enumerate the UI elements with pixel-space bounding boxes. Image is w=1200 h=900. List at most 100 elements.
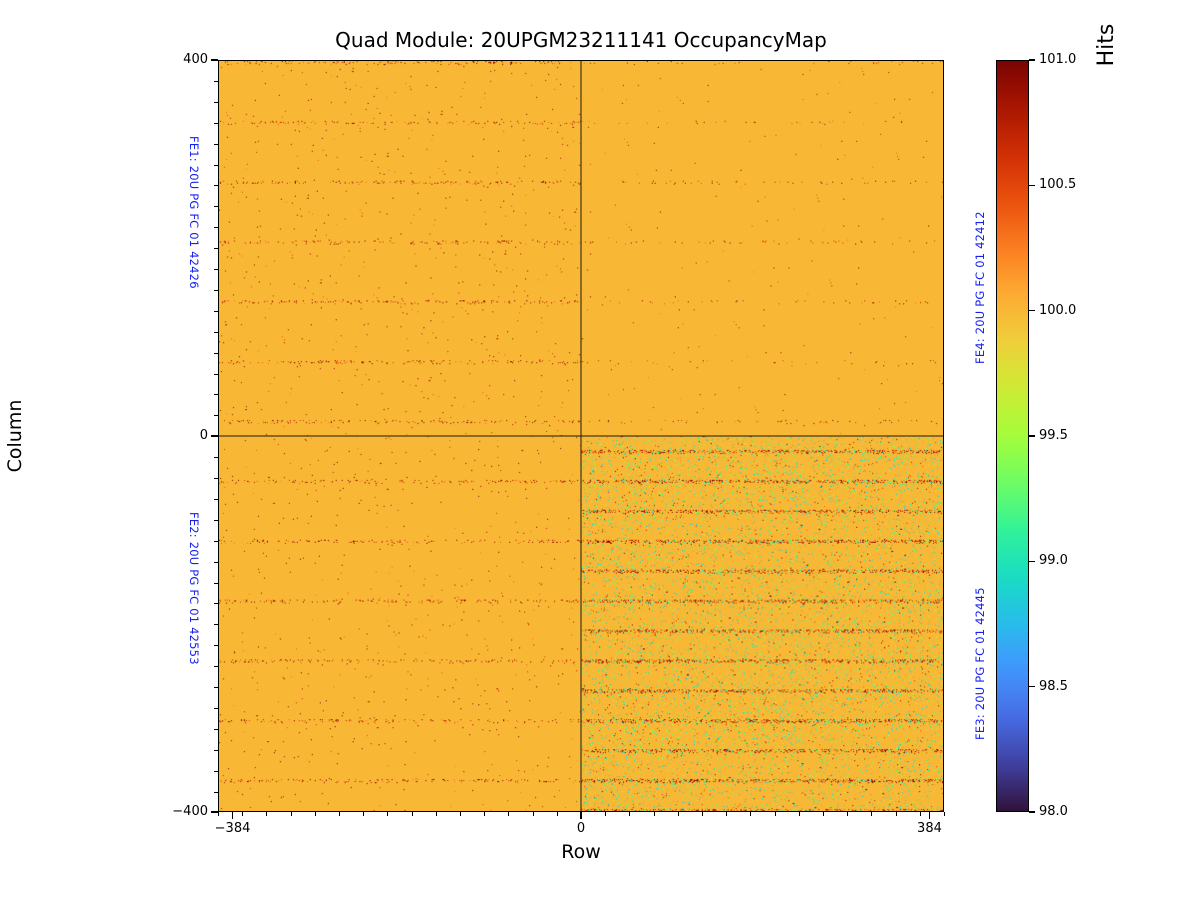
y-axis-minor-tick xyxy=(214,206,218,208)
y-axis-minor-tick xyxy=(214,122,218,124)
y-axis-minor-tick xyxy=(214,582,218,584)
colorbar-gradient xyxy=(996,60,1029,812)
colorbar-tick-label: 100.0 xyxy=(1039,302,1077,318)
y-axis-minor-tick xyxy=(214,791,218,793)
y-axis-minor-tick xyxy=(214,331,218,333)
colorbar-tick xyxy=(1029,435,1035,437)
y-axis-minor-tick xyxy=(214,666,218,668)
colorbar-label: Hits xyxy=(1094,23,1119,67)
x-axis-minor-tick xyxy=(702,812,703,816)
x-axis-minor-tick xyxy=(944,812,945,816)
y-axis-minor-tick xyxy=(214,707,218,709)
y-axis-minor-tick xyxy=(214,185,218,187)
colorbar-tick xyxy=(1029,560,1035,562)
y-axis-minor-tick xyxy=(214,248,218,250)
colorbar-tick xyxy=(1029,310,1035,312)
colorbar[interactable]: 101.0 100.5 100.0 99.5 99.0 98.5 98.0 xyxy=(996,53,1076,819)
y-axis-minor-tick xyxy=(214,645,218,647)
x-axis-minor-tick xyxy=(581,812,582,816)
y-axis-minor-tick xyxy=(214,519,218,521)
y-axis-minor-tick xyxy=(214,101,218,103)
y-axis-minor-tick xyxy=(214,415,218,417)
y-axis-minor-tick xyxy=(214,164,218,166)
y-axis-minor-tick xyxy=(214,227,218,229)
x-axis-minor-tick xyxy=(798,812,800,816)
quadrant-divider-horizontal xyxy=(219,435,943,437)
y-axis-minor-tick xyxy=(214,561,218,563)
x-axis-minor-tick xyxy=(290,812,292,816)
x-axis-minor-tick xyxy=(363,812,365,816)
x-axis-tick-label: 384 xyxy=(917,821,942,836)
x-axis-minor-tick xyxy=(339,812,340,816)
y-axis-minor-tick xyxy=(214,624,218,626)
y-axis-tick-label: 0 xyxy=(199,428,208,443)
colorbar-tick-label: 98.0 xyxy=(1039,804,1068,819)
x-axis-minor-tick xyxy=(847,812,849,816)
y-axis-minor-tick xyxy=(214,289,218,291)
page-title: Quad Module: 20UPGM23211141 OccupancyMap xyxy=(335,28,827,52)
x-axis-minor-tick xyxy=(919,812,921,816)
y-axis-minor-tick xyxy=(214,728,218,730)
y-axis-tick-label: −400 xyxy=(172,804,208,819)
y-axis-minor-tick xyxy=(214,394,218,396)
y-axis-tick xyxy=(211,811,218,813)
colorbar-tick xyxy=(1029,811,1035,813)
x-axis-minor-tick xyxy=(460,812,461,816)
x-axis-minor-tick xyxy=(242,812,244,816)
frontend-label-fe1: FE1: 20U PG FC 01 42426 xyxy=(187,136,201,289)
x-axis-tick xyxy=(928,812,931,819)
colorbar-tick-label: 99.0 xyxy=(1039,553,1068,569)
frontend-label-fe3: FE3: 20U PG FC 01 42445 xyxy=(973,587,987,740)
x-axis-minor-tick xyxy=(871,812,873,816)
x-axis-minor-tick xyxy=(823,812,824,816)
y-axis-label: Column xyxy=(4,399,26,473)
x-axis-minor-tick xyxy=(314,812,316,816)
x-axis-minor-tick xyxy=(750,812,752,816)
heatmap-plot-area[interactable] xyxy=(218,60,944,812)
y-axis-minor-tick xyxy=(214,80,218,82)
x-axis-minor-tick xyxy=(411,812,413,816)
colorbar-tick-label: 100.5 xyxy=(1039,177,1077,193)
x-axis-minor-tick xyxy=(484,812,486,816)
x-axis-minor-tick xyxy=(556,812,558,816)
x-axis-minor-tick xyxy=(532,812,534,816)
x-axis-minor-tick xyxy=(508,812,510,816)
y-axis-minor-tick xyxy=(214,498,218,500)
colorbar-tick xyxy=(1029,184,1035,186)
x-axis-minor-tick xyxy=(435,812,437,816)
x-axis-minor-tick xyxy=(218,812,219,816)
y-axis-tick xyxy=(211,59,218,61)
y-axis-minor-tick xyxy=(214,812,218,814)
x-axis-tick-label: 0 xyxy=(576,821,586,836)
y-axis-minor-tick xyxy=(214,457,218,459)
x-axis-tick-label: −384 xyxy=(214,821,251,836)
y-axis-minor-tick xyxy=(214,436,218,438)
x-axis-minor-tick xyxy=(266,812,268,816)
x-axis-minor-tick xyxy=(629,812,631,816)
x-axis-label: Row xyxy=(561,841,601,863)
y-axis-minor-tick xyxy=(214,373,218,375)
y-axis-tick xyxy=(211,435,218,437)
colorbar-tick-label: 101.0 xyxy=(1039,52,1077,67)
x-axis-minor-tick xyxy=(653,812,655,816)
y-axis-minor-tick xyxy=(214,749,218,751)
x-axis-minor-tick xyxy=(726,812,728,816)
frontend-label-fe2: FE2: 20U PG FC 01 42553 xyxy=(187,512,201,665)
y-axis-minor-tick xyxy=(214,540,218,542)
x-axis-minor-tick xyxy=(605,812,607,816)
x-axis-minor-tick xyxy=(774,812,776,816)
y-axis-minor-tick xyxy=(214,478,218,479)
frontend-label-fe4: FE4: 20U PG FC 01 42412 xyxy=(973,211,987,364)
colorbar-tick xyxy=(1029,686,1035,688)
x-axis-minor-tick xyxy=(677,812,679,816)
x-axis-minor-tick xyxy=(895,812,897,816)
colorbar-tick-label: 99.5 xyxy=(1039,428,1068,443)
y-axis-minor-tick xyxy=(214,143,218,145)
y-axis-minor-tick xyxy=(214,352,218,354)
y-axis-minor-tick xyxy=(214,687,218,688)
x-axis-tick xyxy=(231,812,234,819)
y-axis-tick-label: 400 xyxy=(183,52,208,67)
y-axis-minor-tick xyxy=(214,770,218,772)
colorbar-tick-label: 98.5 xyxy=(1039,678,1068,694)
